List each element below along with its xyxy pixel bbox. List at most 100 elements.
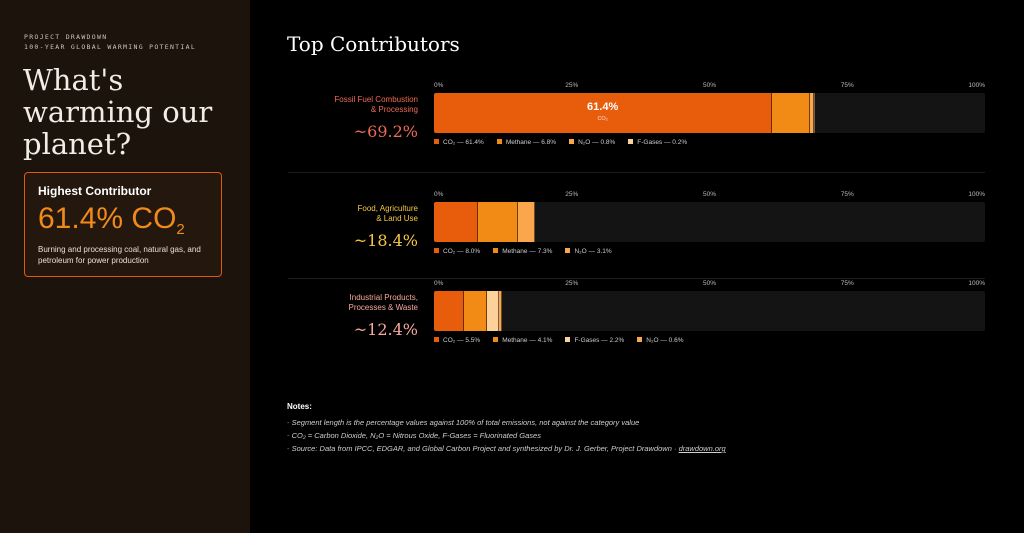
category-label: Industrial Products, Processes & Waste xyxy=(258,293,418,313)
x-axis-ticks: 0% 25% 50% 75% 100% xyxy=(434,280,986,290)
x-tick-label: 0% xyxy=(434,191,444,198)
legend-label: CO₂ — 5.5% xyxy=(443,337,481,344)
legend-label: Methane — 4.1% xyxy=(502,337,553,344)
note-item: CO₂ = Carbon Dioxide, N₂O = Nitrous Oxid… xyxy=(287,429,726,442)
card-value-main: 61.4% CO xyxy=(38,202,177,235)
legend: CO₂ — 8.0% Methane — 7.3% N₂O — 3.1% xyxy=(434,248,625,255)
category-label: Food, Agriculture & Land Use xyxy=(258,204,418,224)
legend-label: CO₂ — 61.4% xyxy=(443,139,484,146)
legend-swatch xyxy=(434,139,439,144)
x-axis-ticks: 0% 25% 50% 75% 100% xyxy=(434,191,986,201)
category-divider xyxy=(288,278,985,279)
card-description: Burning and processing coal, natural gas… xyxy=(38,245,201,265)
legend-label: F-Gases — 0.2% xyxy=(637,139,688,146)
x-tick-label: 25% xyxy=(565,191,579,198)
x-tick-label: 25% xyxy=(565,82,579,89)
legend: CO₂ — 61.4% Methane — 6.8% N₂O — 0.8% F-Gas… xyxy=(434,139,700,146)
category-label: Fossil Fuel Combustion & Processing xyxy=(258,95,418,115)
x-tick-label: 75% xyxy=(840,280,854,287)
category-label-line: Processes & Waste xyxy=(348,303,418,312)
note-item: Segment length is the percentage values … xyxy=(287,416,726,429)
x-tick-label: 100% xyxy=(968,191,985,198)
legend-swatch xyxy=(628,139,634,144)
card-value: 61.4% CO2 xyxy=(38,202,185,238)
card-title: Highest Contributor xyxy=(38,184,152,198)
bar-track: 61.4% CO₂ xyxy=(434,93,985,133)
legend-item: Methane — 4.1% xyxy=(493,337,552,344)
x-tick-label: 25% xyxy=(565,280,579,287)
highest-contributor-card: Highest Contributor 61.4% CO2 Burning an… xyxy=(24,172,222,277)
category-label-line: & Processing xyxy=(370,105,418,114)
legend-swatch xyxy=(569,139,575,144)
category-label-line: Food, Agriculture xyxy=(357,204,418,213)
x-tick-label: 75% xyxy=(840,82,854,89)
x-tick-label: 50% xyxy=(702,191,717,198)
legend-item: N₂O — 0.8% xyxy=(569,139,615,146)
legend: CO₂ — 5.5% Methane — 4.1% F-Gases — 2.2% N₂… xyxy=(434,337,697,344)
legend-label: Methane — 6.8% xyxy=(505,139,557,146)
bar-track xyxy=(434,202,985,242)
x-tick-label: 50% xyxy=(702,82,717,89)
legend-item: CO₂ — 5.5% xyxy=(434,337,480,344)
legend-swatch xyxy=(493,248,499,253)
category-total: ~18.4% xyxy=(353,231,418,250)
bar-track xyxy=(434,291,985,331)
legend-swatch xyxy=(637,337,643,342)
bar-segment-methane xyxy=(772,93,810,133)
bar-segment-n2o xyxy=(809,93,815,133)
note-item-source: Source: Data from IPCC, EDGAR, and Globa… xyxy=(287,442,726,455)
x-tick-label: 0% xyxy=(434,82,444,89)
bar-data-label: 61.4% xyxy=(587,101,619,113)
legend-swatch xyxy=(493,337,499,342)
card-value-subscript: 2 xyxy=(176,221,185,238)
kicker: PROJECT DRAWDOWN 100-YEAR GLOBAL WARMING… xyxy=(24,33,196,52)
legend-item: Methane — 7.3% xyxy=(493,248,552,255)
legend-label: N₂O — 3.1% xyxy=(574,248,612,255)
kicker-line-1: PROJECT DRAWDOWN xyxy=(24,33,108,41)
x-tick-label: 0% xyxy=(434,280,444,287)
legend-item: N₂O — 3.1% xyxy=(565,248,612,255)
legend-swatch xyxy=(565,248,571,253)
headline: What's warming our planet? xyxy=(23,63,213,161)
legend-item: F-Gases — 0.2% xyxy=(628,139,687,146)
x-tick-label: 75% xyxy=(840,191,854,198)
bar-segment-methane xyxy=(478,202,519,242)
legend-label: Methane — 7.3% xyxy=(502,248,553,255)
x-axis-ticks: 0% 25% 50% 75% 100% xyxy=(434,82,986,92)
chart-title: Top Contributors xyxy=(287,32,460,56)
source-link[interactable]: drawdown.org xyxy=(678,444,726,453)
legend-label: CO₂ — 8.0% xyxy=(443,248,481,255)
category-label-line: Fossil Fuel Combustion xyxy=(334,95,418,104)
legend-item: CO₂ — 8.0% xyxy=(434,248,480,255)
bar-segment-fgases xyxy=(486,291,499,331)
sidebar: PROJECT DRAWDOWN 100-YEAR GLOBAL WARMING… xyxy=(0,0,250,533)
legend-swatch xyxy=(565,337,571,342)
notes-title: Notes: xyxy=(287,402,312,411)
x-tick-label: 50% xyxy=(702,280,717,287)
notes-list: Segment length is the percentage values … xyxy=(287,416,726,455)
category-total: ~12.4% xyxy=(353,320,418,339)
bar-segment-co2: 61.4% CO₂ xyxy=(434,93,773,133)
x-tick-label: 100% xyxy=(968,280,985,287)
source-text: Source: Data from IPCC, EDGAR, and Globa… xyxy=(291,444,679,453)
bar-segment-n2o xyxy=(518,202,536,242)
bar-data-sublabel: CO₂ xyxy=(597,116,608,122)
category-label-line: Industrial Products, xyxy=(349,293,418,302)
legend-swatch xyxy=(496,139,502,144)
category-label-line: & Land Use xyxy=(376,214,418,223)
legend-item: Methane — 6.8% xyxy=(496,139,557,146)
legend-item: F-Gases — 2.2% xyxy=(565,337,624,344)
legend-item: CO₂ — 61.4% xyxy=(434,139,484,146)
bar-segment-fgases xyxy=(814,93,816,133)
x-tick-label: 100% xyxy=(968,82,985,89)
kicker-line-2: 100-YEAR GLOBAL WARMING POTENTIAL xyxy=(24,42,197,51)
legend-item: N₂O — 0.6% xyxy=(637,337,684,344)
bar-segment-n2o xyxy=(499,291,503,331)
legend-swatch xyxy=(434,248,439,253)
bar-segment-methane xyxy=(464,291,487,331)
legend-label: N₂O — 0.6% xyxy=(646,337,684,344)
bar-segment-co2 xyxy=(434,291,465,331)
category-divider xyxy=(288,172,985,173)
legend-label: N₂O — 0.8% xyxy=(578,139,616,146)
bar-segment-co2 xyxy=(434,202,479,242)
